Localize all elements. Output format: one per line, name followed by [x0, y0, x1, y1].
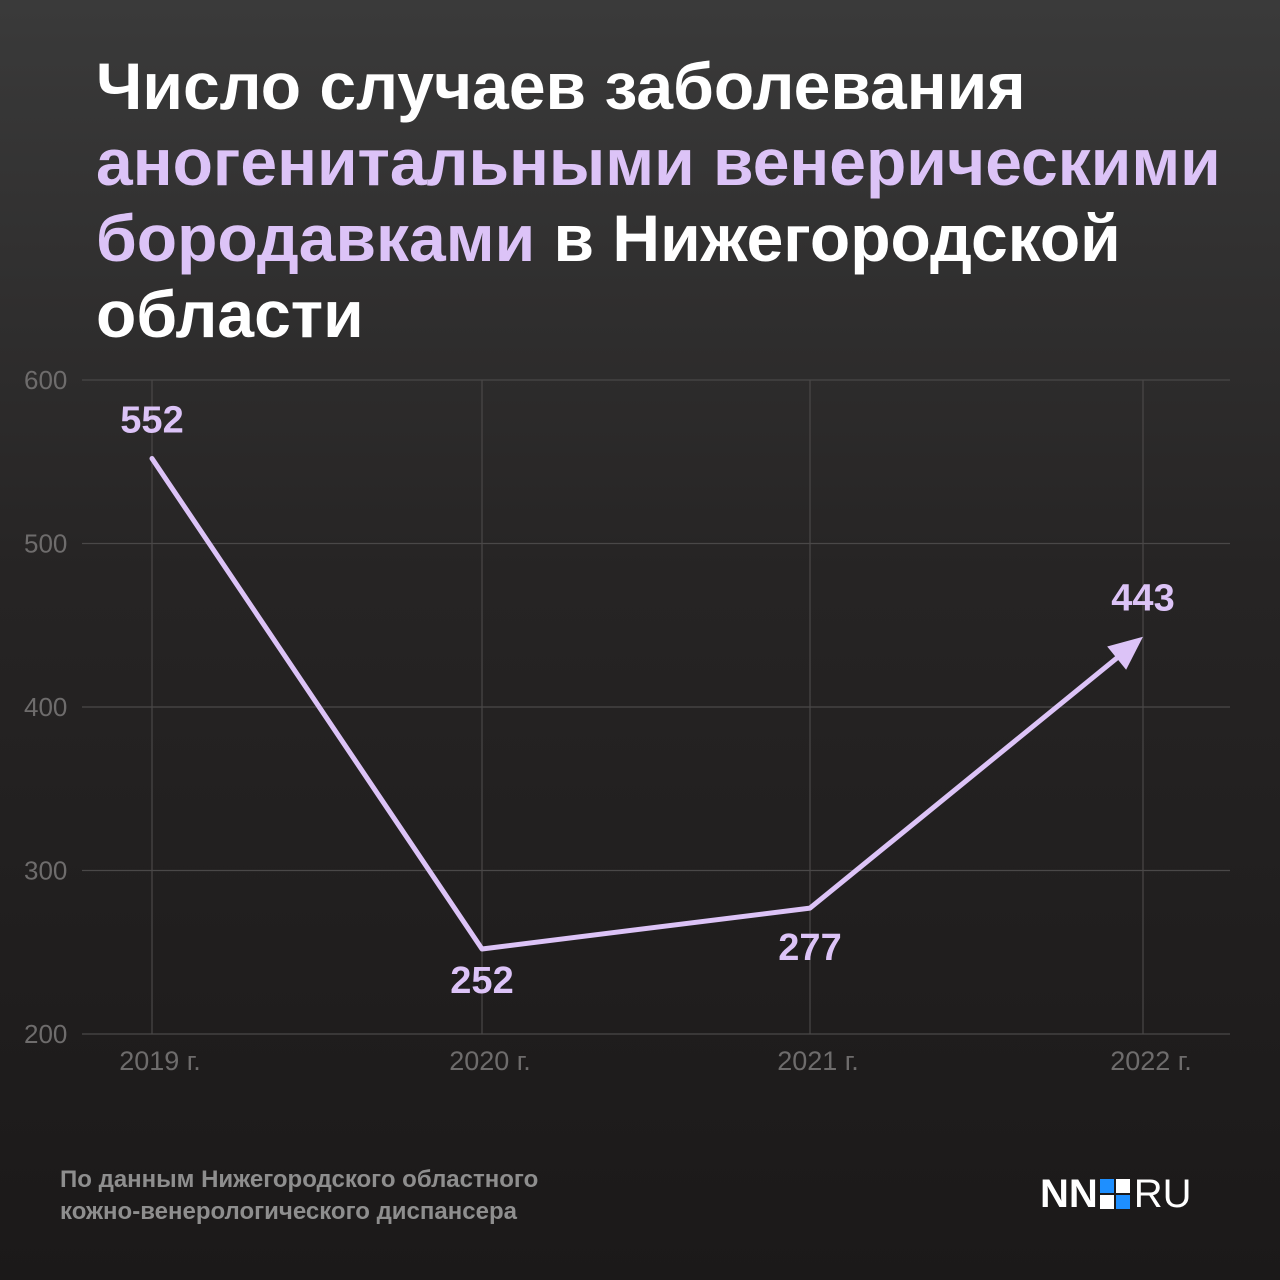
- source-note: По данным Нижегородского областного кожн…: [60, 1164, 538, 1228]
- logo-square-icon: [1099, 1179, 1130, 1209]
- chart-title: Число случаев заболевания аногенитальным…: [96, 48, 1246, 352]
- x-axis-ticks: 2019 г. 2020 г. 2021 г. 2022 г.: [119, 1046, 1192, 1076]
- nn-ru-logo: NN RU: [1040, 1172, 1192, 1216]
- data-label-3: 443: [1111, 578, 1174, 620]
- x-tick-label-2: 2021 г.: [777, 1046, 859, 1076]
- source-line-2: кожно-венерологического диспансера: [60, 1198, 517, 1225]
- data-label-0: 552: [120, 399, 183, 441]
- series-line-group: [149, 455, 1144, 952]
- y-tick-label-600: 600: [24, 365, 67, 395]
- y-tick-label-200: 200: [24, 1019, 67, 1049]
- logo-text-ru: RU: [1133, 1171, 1192, 1216]
- data-labels: 552 252 277 443: [120, 399, 1174, 1002]
- x-tick-label-1: 2020 г.: [449, 1046, 531, 1076]
- line-chart: 200 300 400 500 600 2019 г. 2020 г. 2021 г. 202…: [24, 365, 1230, 1076]
- y-axis-ticks: 200 300 400 500 600: [24, 365, 67, 1049]
- title-part1: Число случаев заболевания: [96, 49, 1026, 123]
- x-tick-label-3: 2022 г.: [1110, 1046, 1192, 1076]
- x-tick-label-0: 2019 г.: [119, 1046, 201, 1076]
- logo-text-nn: NN: [1040, 1171, 1098, 1216]
- chart-grid: [82, 379, 1230, 1035]
- y-tick-label-500: 500: [24, 529, 67, 559]
- series-end-arrow: [1107, 636, 1143, 670]
- data-label-2: 277: [778, 927, 841, 969]
- title-part2: в Нижегородской области: [96, 201, 1121, 351]
- title-highlight: аногенитальными венерическими бородавкам…: [96, 125, 1221, 275]
- data-label-1: 252: [450, 960, 513, 1002]
- y-tick-label-300: 300: [24, 856, 67, 886]
- y-tick-label-400: 400: [24, 692, 67, 722]
- series-line: [149, 455, 1121, 952]
- source-line-1: По данным Нижегородского областного: [60, 1166, 539, 1193]
